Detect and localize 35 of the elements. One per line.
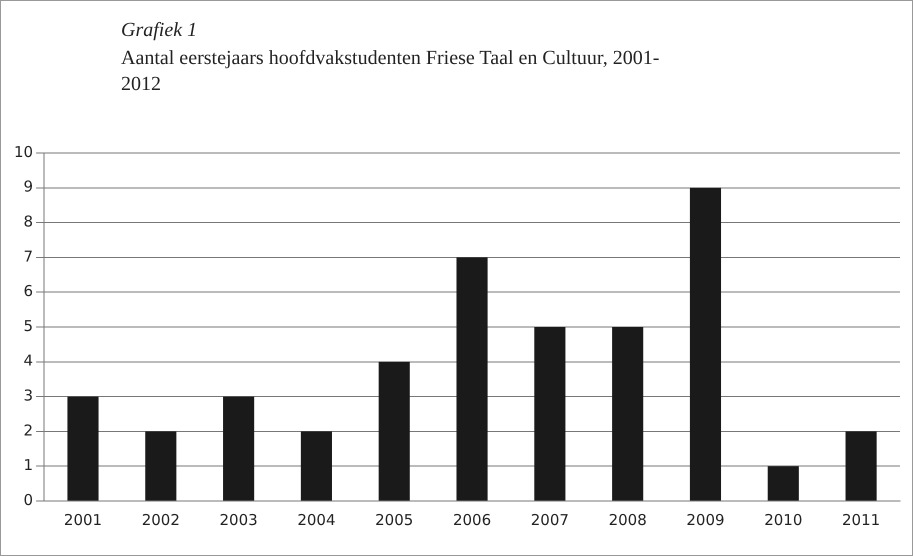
bar — [456, 257, 488, 500]
bar — [145, 431, 176, 500]
y-tick-label: 3 — [24, 386, 34, 404]
chart-title: Grafiek 1 — [121, 19, 198, 42]
y-tick-label: 2 — [24, 421, 34, 440]
y-tick-label: 10 — [14, 142, 34, 161]
x-tick-label: 2003 — [220, 510, 258, 529]
x-tick-label: 2004 — [297, 510, 336, 529]
x-tick-label: 2009 — [686, 510, 725, 529]
bar — [846, 431, 877, 500]
bar — [768, 466, 799, 500]
bar — [67, 396, 99, 500]
bar — [378, 362, 410, 500]
x-tick-label: 2002 — [142, 510, 180, 529]
bar — [300, 431, 332, 500]
bar — [223, 396, 254, 500]
bar — [690, 188, 722, 500]
y-tick-label: 6 — [24, 282, 34, 300]
y-tick-label: 5 — [24, 316, 34, 335]
x-tick-label: 2005 — [375, 510, 414, 529]
chart-subtitle: Aantal eerstejaars hoofdvakstudenten Friese Taal en Cultuur, 2001-2012 — [121, 46, 660, 97]
x-tick-label: 2010 — [764, 510, 802, 529]
y-tick-label: 9 — [24, 178, 34, 196]
x-tick-label: 2001 — [64, 510, 102, 529]
x-tick-label: 2007 — [530, 510, 569, 529]
x-tick-label: 2008 — [608, 510, 647, 529]
y-tick-label: 8 — [24, 212, 34, 230]
y-tick-label: 0 — [24, 490, 34, 509]
y-tick-label: 7 — [24, 247, 34, 266]
x-tick-label: 2006 — [452, 510, 492, 529]
bar — [534, 327, 566, 500]
x-tick-label: 2011 — [842, 510, 880, 529]
y-tick-label: 1 — [24, 456, 34, 474]
bar — [612, 327, 644, 500]
y-tick-label: 4 — [24, 352, 34, 370]
